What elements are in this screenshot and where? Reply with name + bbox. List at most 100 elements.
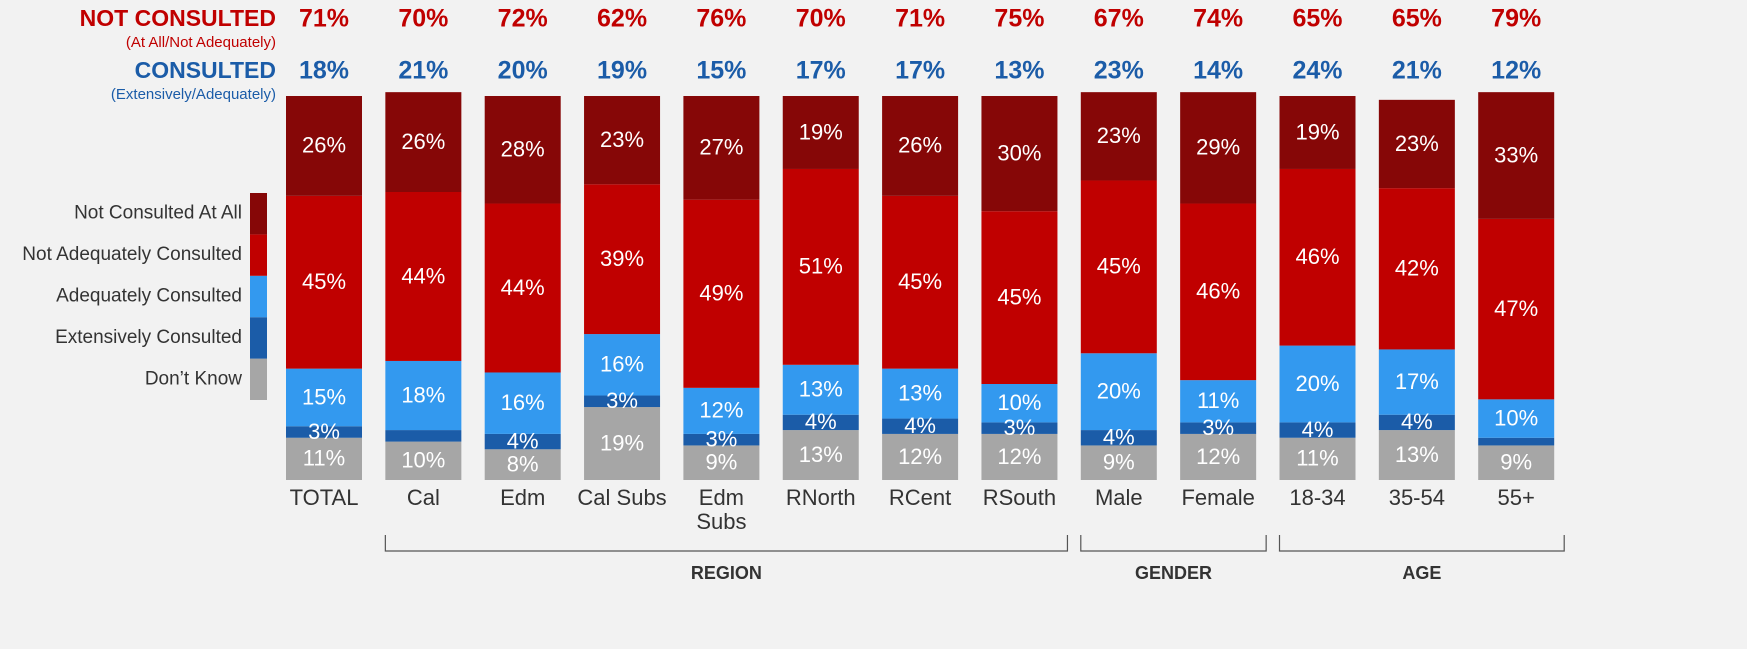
summary-value: 79% <box>1491 5 1541 33</box>
data-label: 45% <box>302 269 346 294</box>
group-bracket <box>384 535 1069 552</box>
data-label: 30% <box>997 140 1041 165</box>
bar-segment <box>1279 96 1356 169</box>
x-tick-label: Male <box>1094 485 1143 510</box>
data-label: 45% <box>898 269 942 294</box>
group-label: REGION <box>691 563 762 583</box>
bar-segment <box>1378 188 1455 350</box>
summary-value: 65% <box>1392 5 1442 33</box>
bar-segment <box>584 407 661 480</box>
data-label: 19% <box>799 119 843 144</box>
bar-segment <box>1080 445 1157 480</box>
data-label: 26% <box>401 129 445 154</box>
bar-segment <box>1080 353 1157 431</box>
data-label: 9% <box>1500 450 1532 475</box>
bar-segment <box>782 168 859 365</box>
bar-segment <box>1378 414 1455 431</box>
data-label: 11% <box>1296 446 1338 471</box>
data-label: 19% <box>1295 119 1339 144</box>
bar-segment <box>1378 430 1455 480</box>
data-label: 4% <box>805 409 837 434</box>
summary-value: 19% <box>597 57 647 85</box>
bar-segment <box>1180 433 1257 480</box>
bar-segment <box>484 433 561 450</box>
data-label: 4% <box>1103 425 1135 450</box>
data-label: 3% <box>1202 415 1234 440</box>
bar-segment <box>683 96 760 200</box>
data-label: 42% <box>1395 256 1439 281</box>
data-label: 3% <box>1004 415 1036 440</box>
summary-value: 76% <box>696 5 746 33</box>
bar-segment <box>782 364 859 415</box>
bar-segment <box>1180 422 1257 434</box>
bar-segment <box>1378 349 1455 415</box>
bar-segment <box>385 192 462 361</box>
x-tick-label: Cal Subs <box>577 485 667 510</box>
data-label: 28% <box>501 137 545 162</box>
bar-segment <box>286 368 362 427</box>
bar-segment <box>1378 99 1455 189</box>
bar-segment <box>1180 380 1257 423</box>
data-label: 23% <box>1097 123 1141 148</box>
data-label: 10% <box>401 448 445 473</box>
group-bracket <box>1278 535 1565 552</box>
summary-value: 21% <box>1392 57 1442 85</box>
x-tick-label: 35-54 <box>1388 485 1445 510</box>
data-label: 4% <box>1401 409 1433 434</box>
legend-label: Not Consulted At All <box>74 203 242 224</box>
summary-label: NOT CONSULTED <box>80 5 276 31</box>
legend-label: Don’t Know <box>145 368 242 389</box>
data-label: 12% <box>898 444 942 469</box>
x-tick-label: Edm <box>500 485 546 510</box>
x-tick-label: Edm Subs <box>696 485 747 534</box>
bar-segment <box>1080 92 1157 181</box>
summary-value: 15% <box>696 57 746 85</box>
bar-segment <box>385 430 462 442</box>
bar-segment <box>683 387 760 434</box>
x-tick-label: RCent <box>888 485 952 510</box>
data-label: 44% <box>501 275 545 300</box>
data-label: 26% <box>302 133 346 158</box>
data-label: 49% <box>699 281 743 306</box>
bar-segment <box>882 418 959 434</box>
bar-segment <box>882 96 959 196</box>
bar-segment <box>981 96 1058 212</box>
summary-value: 75% <box>994 5 1044 33</box>
bar-segment <box>683 433 760 446</box>
bar-segment <box>782 96 859 169</box>
data-label: 12% <box>997 444 1041 469</box>
legend-label: Not Adequately Consulted <box>22 244 242 265</box>
data-label: 15% <box>302 384 346 409</box>
summary-value: 74% <box>1193 5 1243 33</box>
summary-value: 67% <box>1094 5 1144 33</box>
bar-segment <box>286 437 362 480</box>
data-label: 13% <box>898 380 942 405</box>
summary-value: 13% <box>994 57 1044 85</box>
data-label: 8% <box>507 451 539 476</box>
summary-value: 24% <box>1292 57 1342 85</box>
data-label: 20% <box>1295 371 1339 396</box>
x-tick-label: Female <box>1181 485 1255 510</box>
summary-value: 71% <box>299 5 349 33</box>
data-label: 51% <box>799 254 843 279</box>
bar-segment <box>1080 430 1157 446</box>
x-tick-label: Cal <box>406 485 440 510</box>
summary-sublabel: (Extensively/Adequately) <box>111 86 276 103</box>
legend-label: Extensively Consulted <box>55 327 242 348</box>
bar-segment <box>484 96 561 204</box>
bar-segment <box>1279 345 1356 423</box>
data-label: 44% <box>401 263 445 288</box>
summary-value: 70% <box>796 5 846 33</box>
bar-segment <box>385 360 462 431</box>
bar-segment <box>981 211 1058 384</box>
bar-segment <box>385 441 462 480</box>
legend-swatch <box>250 193 267 235</box>
summary-value: 12% <box>1491 57 1541 85</box>
data-label: 4% <box>507 428 539 453</box>
summary-value: 62% <box>597 5 647 33</box>
data-label: 10% <box>997 390 1041 415</box>
bar-segment <box>882 433 959 480</box>
summary-value: 20% <box>498 57 548 85</box>
bar-segment <box>782 430 859 480</box>
bar-segment <box>981 433 1058 480</box>
